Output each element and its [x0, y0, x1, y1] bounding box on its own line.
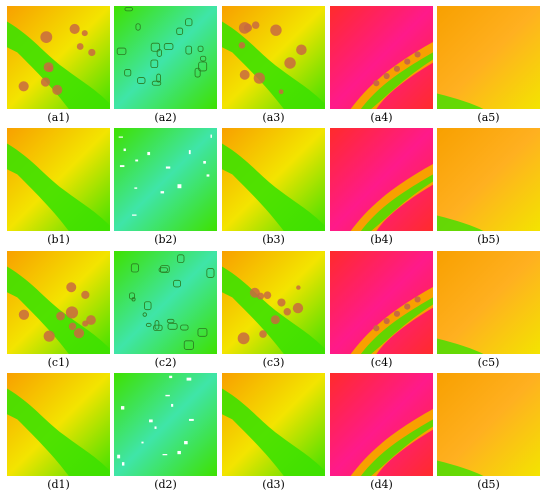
panel-image-d4 [330, 373, 433, 476]
panel-label-d4: (d4) [370, 478, 393, 491]
panel-label-b5: (b5) [477, 233, 500, 246]
panel-b3: (b3) [222, 128, 325, 247]
panel-image-a2 [114, 6, 217, 109]
panel-c2: (c2) [114, 251, 217, 370]
panel-d5: (d5) [437, 373, 540, 492]
panel-a3: (a3) [222, 6, 325, 125]
panel-label-a1: (a1) [47, 111, 70, 124]
panel-image-d1 [7, 373, 110, 476]
panel-image-a4 [330, 6, 433, 109]
panel-image-b4 [330, 128, 433, 231]
panel-label-a2: (a2) [154, 111, 177, 124]
panel-c4: (c4) [330, 251, 433, 370]
panel-image-b1 [7, 128, 110, 231]
panel-label-c5: (c5) [477, 356, 500, 369]
panel-label-d1: (d1) [47, 478, 70, 491]
panel-image-a1 [7, 6, 110, 109]
panel-image-b5 [437, 128, 540, 231]
panel-label-d2: (d2) [154, 478, 177, 491]
panel-image-c1 [7, 251, 110, 354]
panel-image-c4 [330, 251, 433, 354]
panel-label-b4: (b4) [370, 233, 393, 246]
panel-label-a3: (a3) [262, 111, 285, 124]
panel-label-b3: (b3) [262, 233, 285, 246]
panel-d2: (d2) [114, 373, 217, 492]
panel-a2: (a2) [114, 6, 217, 125]
panel-label-c3: (c3) [262, 356, 285, 369]
panel-label-c4: (c4) [370, 356, 393, 369]
panel-d4: (d4) [330, 373, 433, 492]
panel-label-a4: (a4) [370, 111, 393, 124]
panel-image-d3 [222, 373, 325, 476]
panel-image-a3 [222, 6, 325, 109]
panel-image-c2 [114, 251, 217, 354]
panel-d3: (d3) [222, 373, 325, 492]
panel-b1: (b1) [7, 128, 110, 247]
panel-image-b3 [222, 128, 325, 231]
panel-image-b2 [114, 128, 217, 231]
panel-label-b2: (b2) [154, 233, 177, 246]
panel-c3: (c3) [222, 251, 325, 370]
panel-image-a5 [437, 6, 540, 109]
panel-image-d5 [437, 373, 540, 476]
panel-b4: (b4) [330, 128, 433, 247]
panel-label-d5: (d5) [477, 478, 500, 491]
panel-label-d3: (d3) [262, 478, 285, 491]
panel-image-d2 [114, 373, 217, 476]
panel-b2: (b2) [114, 128, 217, 247]
panel-a1: (a1) [7, 6, 110, 125]
panel-b5: (b5) [437, 128, 540, 247]
panel-c5: (c5) [437, 251, 540, 370]
panel-c1: (c1) [7, 251, 110, 370]
panel-label-c1: (c1) [47, 356, 70, 369]
panel-image-c3 [222, 251, 325, 354]
panel-d1: (d1) [7, 373, 110, 492]
panel-label-b1: (b1) [47, 233, 70, 246]
panel-image-c5 [437, 251, 540, 354]
panel-a5: (a5) [437, 6, 540, 125]
panel-label-c2: (c2) [154, 356, 177, 369]
panel-a4: (a4) [330, 6, 433, 125]
panel-label-a5: (a5) [477, 111, 500, 124]
